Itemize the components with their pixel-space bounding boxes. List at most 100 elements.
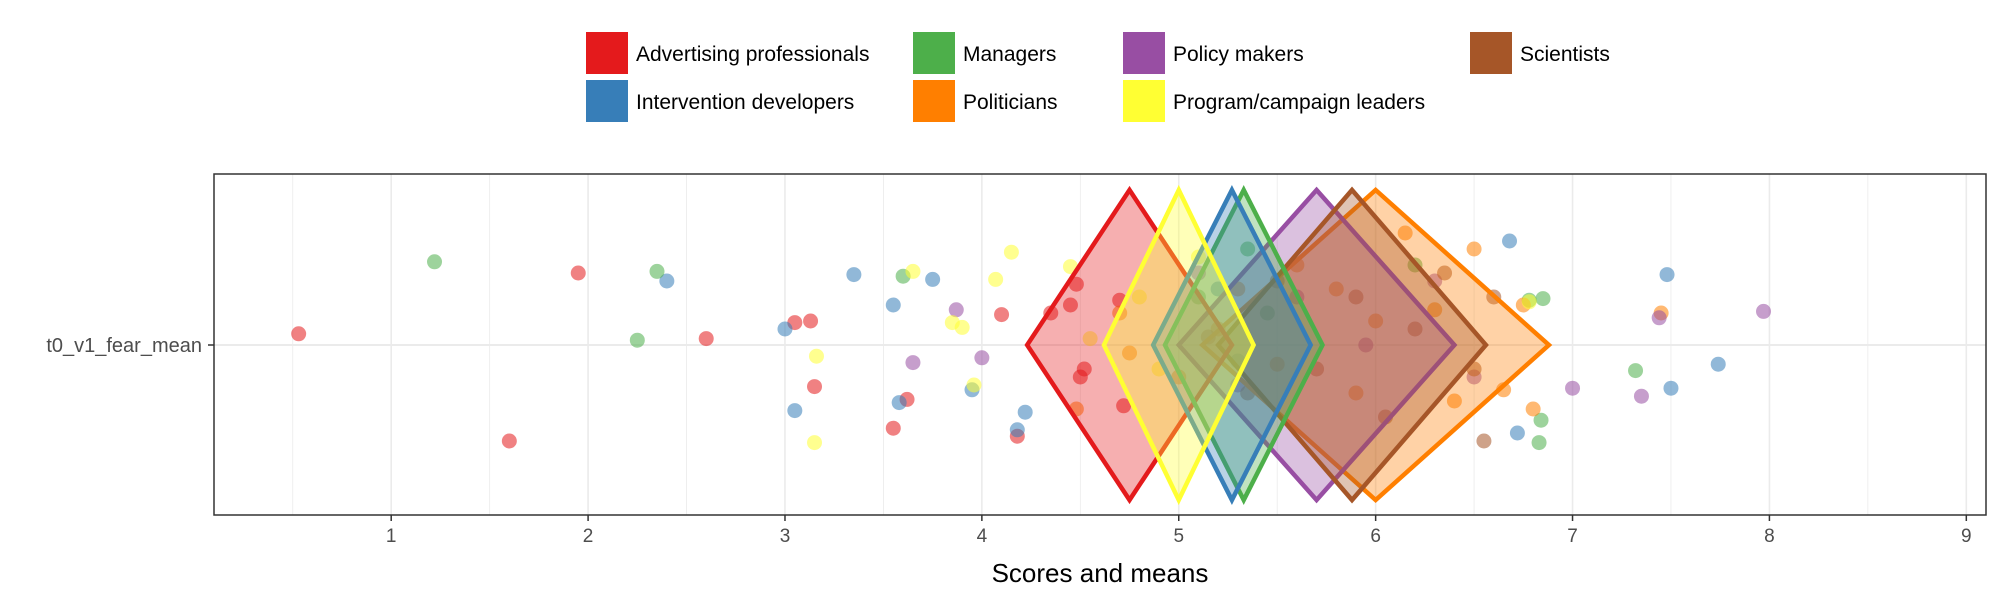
legend-swatch	[1123, 32, 1165, 74]
data-point	[1628, 363, 1644, 379]
data-point	[1533, 412, 1549, 428]
x-tick-label: 9	[1961, 526, 1972, 547]
legend-swatch	[586, 32, 628, 74]
data-point	[1756, 303, 1772, 319]
data-point	[1427, 302, 1443, 318]
data-point	[1082, 331, 1098, 347]
data-point	[1651, 310, 1667, 326]
data-point	[891, 395, 907, 411]
data-point	[807, 435, 823, 451]
data-point	[1009, 422, 1025, 438]
legend-swatch	[1123, 80, 1165, 122]
data-point	[1269, 356, 1285, 372]
data-point	[1437, 265, 1453, 281]
x-tick-label: 1	[386, 526, 397, 547]
legend-swatch	[913, 32, 955, 74]
legend-item: Policy makers	[1123, 32, 1304, 74]
legend-label: Managers	[963, 43, 1056, 66]
x-tick-label: 4	[977, 526, 988, 547]
data-point	[1358, 337, 1374, 353]
x-axis: 1 2 3 4 5 6 7 8 9	[386, 515, 1972, 547]
data-point	[1565, 380, 1581, 396]
mean-diamond	[1175, 186, 1458, 504]
category-label: t0_v1_fear_mean	[46, 335, 202, 357]
data-point	[885, 420, 901, 436]
mean-diamonds	[1024, 184, 1553, 506]
data-point	[803, 313, 819, 329]
legend-label: Politicians	[963, 91, 1058, 114]
legend: Advertising professionals Intervention de…	[586, 32, 1610, 122]
x-tick-label: 5	[1173, 526, 1184, 547]
data-point	[1397, 225, 1413, 241]
mean-diamond	[1024, 185, 1235, 505]
data-point	[1116, 398, 1132, 414]
data-point	[1328, 281, 1344, 297]
x-tick-label: 2	[583, 526, 594, 547]
data-point	[1407, 321, 1423, 337]
data-point	[1348, 385, 1364, 401]
data-point	[1535, 291, 1551, 307]
data-point	[974, 350, 990, 366]
mean-diamond	[1215, 186, 1489, 504]
data-point	[807, 379, 823, 395]
x-tick-label: 8	[1764, 526, 1775, 547]
data-point	[1068, 276, 1084, 292]
mean-diamond	[1150, 185, 1314, 505]
data-point	[994, 307, 1010, 323]
data-point	[777, 321, 793, 337]
legend-item: Advertising professionals	[586, 32, 869, 74]
data-point	[1062, 297, 1078, 313]
data-point	[1509, 425, 1525, 441]
data-point	[1659, 267, 1675, 283]
data-point	[905, 355, 921, 371]
data-point	[1502, 233, 1518, 249]
legend-item: Scientists	[1470, 32, 1610, 74]
data-point	[698, 331, 714, 347]
data-point	[948, 302, 964, 318]
x-tick-label: 6	[1370, 526, 1381, 547]
data-point	[925, 271, 941, 287]
data-point	[954, 319, 970, 335]
legend-swatch	[1470, 32, 1512, 74]
legend-item: Politicians	[913, 80, 1058, 122]
data-point	[1240, 241, 1256, 257]
data-point	[629, 332, 645, 348]
data-point	[1017, 404, 1033, 420]
data-point	[1525, 401, 1541, 417]
legend-item: Program/campaign leaders	[1123, 80, 1425, 122]
data-point	[1710, 356, 1726, 372]
data-point	[905, 263, 921, 279]
data-point	[1521, 294, 1537, 310]
legend-item: Intervention developers	[586, 80, 854, 122]
mean-diamond	[1162, 185, 1326, 505]
data-point	[988, 271, 1004, 287]
data-point	[787, 403, 803, 419]
data-point	[885, 297, 901, 313]
x-tick-label: 7	[1567, 526, 1578, 547]
x-axis-title: Scores and means	[992, 558, 1209, 588]
data-point	[1531, 435, 1547, 451]
legend-label: Advertising professionals	[636, 43, 869, 66]
data-point	[291, 326, 307, 342]
legend-label: Intervention developers	[636, 91, 854, 114]
data-point	[1466, 241, 1482, 257]
data-point	[1076, 361, 1092, 377]
data-point	[808, 348, 824, 364]
x-tick-label: 3	[780, 526, 791, 547]
legend-label: Program/campaign leaders	[1173, 91, 1425, 114]
data-point	[570, 265, 586, 281]
data-point	[1633, 388, 1649, 404]
data-point	[1368, 313, 1384, 329]
legend-swatch	[913, 80, 955, 122]
data-point	[649, 263, 665, 279]
y-axis: t0_v1_fear_mean	[46, 335, 214, 357]
data-point	[427, 254, 443, 270]
legend-item: Managers	[913, 32, 1056, 74]
data-point	[1476, 433, 1492, 449]
data-point	[966, 377, 982, 393]
data-point	[1131, 289, 1147, 305]
mean-diamond	[1101, 184, 1257, 506]
data-point	[846, 267, 862, 283]
